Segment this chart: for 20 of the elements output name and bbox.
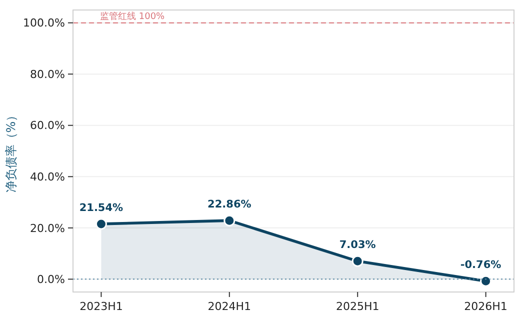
- point: [352, 255, 364, 267]
- data-label: -0.76%: [460, 259, 502, 272]
- data-label: 21.54%: [79, 202, 124, 214]
- x-tick-label: 2024H1: [208, 300, 252, 313]
- point: [95, 218, 107, 230]
- y-tick-label: 20.0%: [30, 222, 65, 235]
- point: [224, 214, 236, 226]
- data-label: 7.03%: [339, 239, 376, 252]
- point: [480, 275, 492, 287]
- x-tick-label: 2025H1: [336, 300, 380, 313]
- y-tick-label: 80.0%: [30, 68, 65, 81]
- x-tick-label: 2023H1: [80, 300, 123, 313]
- x-tick-label: 2026H1: [464, 300, 508, 313]
- ref-line-label: 监管红线 100%: [100, 10, 166, 22]
- data-label: 22.86%: [208, 198, 252, 211]
- y-tick-label: 100.0%: [23, 16, 65, 30]
- y-tick-label: 40.0%: [30, 170, 65, 184]
- y-tick-label: 60.0%: [30, 119, 65, 132]
- y-axis-title: 净负债率（%）: [4, 109, 18, 193]
- y-tick-label: 0.0%: [37, 273, 65, 286]
